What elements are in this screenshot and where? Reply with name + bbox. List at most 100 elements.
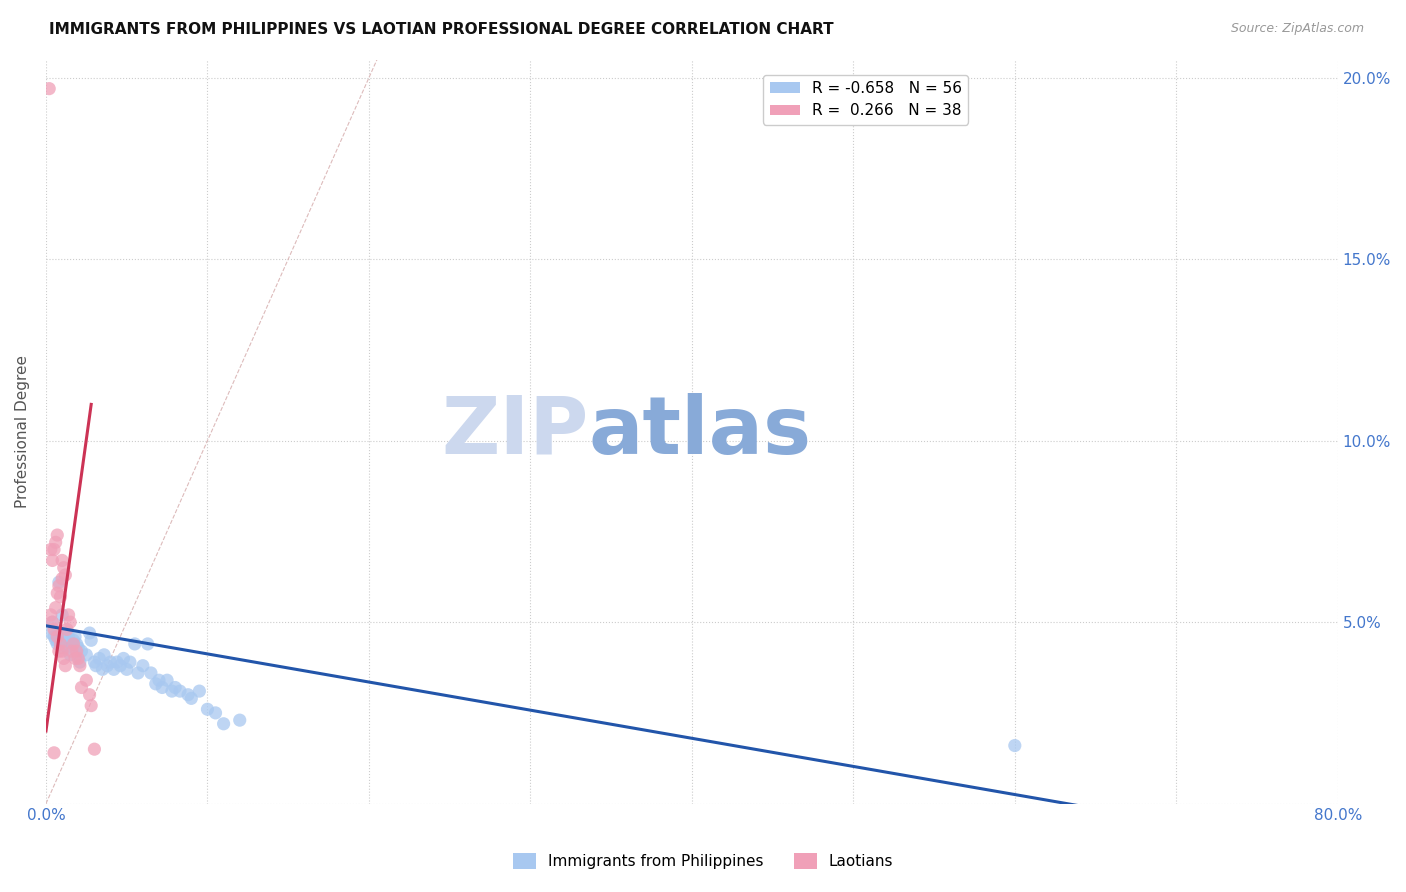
Point	[83, 742, 105, 756]
Point	[89, 651, 111, 665]
Point	[150, 681, 173, 695]
Point	[84, 658, 107, 673]
Point	[212, 716, 235, 731]
Point	[66, 637, 89, 651]
Point	[103, 662, 125, 676]
Point	[51, 640, 73, 655]
Point	[51, 553, 73, 567]
Point	[67, 640, 90, 655]
Point	[80, 633, 103, 648]
Legend: R = -0.658   N = 56, R =  0.266   N = 38: R = -0.658 N = 56, R = 0.266 N = 38	[763, 75, 969, 125]
Point	[165, 681, 187, 695]
Point	[42, 542, 65, 557]
Text: IMMIGRANTS FROM PHILIPPINES VS LAOTIAN PROFESSIONAL DEGREE CORRELATION CHART: IMMIGRANTS FROM PHILIPPINES VS LAOTIAN P…	[49, 22, 834, 37]
Point	[197, 702, 219, 716]
Point	[45, 600, 67, 615]
Point	[124, 637, 146, 651]
Point	[59, 648, 82, 662]
Point	[79, 626, 101, 640]
Point	[136, 637, 159, 651]
Point	[56, 640, 79, 655]
Point	[39, 542, 62, 557]
Point	[60, 637, 83, 651]
Point	[52, 560, 75, 574]
Point	[80, 698, 103, 713]
Point	[42, 630, 65, 644]
Point	[49, 637, 72, 651]
Point	[75, 648, 97, 662]
Point	[46, 528, 69, 542]
Point	[156, 673, 179, 688]
Point	[46, 586, 69, 600]
Point	[48, 575, 70, 590]
Text: ZIP: ZIP	[441, 392, 589, 471]
Point	[51, 572, 73, 586]
Point	[42, 746, 65, 760]
Point	[58, 607, 80, 622]
Point	[53, 633, 76, 648]
Point	[62, 633, 84, 648]
Point	[91, 662, 114, 676]
Point	[45, 535, 67, 549]
Point	[41, 553, 63, 567]
Point	[39, 626, 62, 640]
Point	[139, 665, 162, 680]
Point	[69, 658, 91, 673]
Point	[70, 644, 93, 658]
Legend: Immigrants from Philippines, Laotians: Immigrants from Philippines, Laotians	[506, 847, 900, 875]
Point	[96, 658, 118, 673]
Point	[51, 644, 73, 658]
Point	[63, 651, 86, 665]
Point	[115, 662, 138, 676]
Point	[45, 633, 67, 648]
Point	[204, 706, 226, 720]
Point	[59, 615, 82, 629]
Point	[49, 590, 72, 604]
Point	[53, 658, 76, 673]
Point	[148, 673, 170, 688]
Y-axis label: Professional Degree: Professional Degree	[15, 355, 30, 508]
Text: atlas: atlas	[589, 392, 811, 471]
Point	[41, 615, 63, 629]
Point	[70, 681, 93, 695]
Point	[63, 630, 86, 644]
Point	[83, 655, 105, 669]
Point	[105, 655, 128, 669]
Point	[67, 651, 90, 665]
Point	[118, 655, 141, 669]
Point	[42, 623, 65, 637]
Point	[62, 637, 84, 651]
Point	[46, 637, 69, 651]
Text: Source: ZipAtlas.com: Source: ZipAtlas.com	[1230, 22, 1364, 36]
Point	[69, 655, 91, 669]
Point	[46, 630, 69, 644]
Point	[52, 651, 75, 665]
Point	[110, 658, 132, 673]
Point	[100, 655, 122, 669]
Point	[48, 630, 70, 644]
Point	[112, 651, 135, 665]
Point	[79, 688, 101, 702]
Point	[145, 677, 167, 691]
Point	[66, 644, 89, 658]
Point	[229, 713, 252, 727]
Point	[93, 648, 115, 662]
Point	[39, 607, 62, 622]
Point	[53, 568, 76, 582]
Point	[48, 579, 70, 593]
Point	[48, 644, 70, 658]
Point	[160, 684, 183, 698]
Point	[169, 684, 191, 698]
Point	[180, 691, 202, 706]
Point	[38, 81, 60, 95]
Point	[188, 684, 211, 698]
Point	[60, 644, 83, 658]
Point	[1004, 739, 1026, 753]
Point	[132, 658, 155, 673]
Point	[177, 688, 200, 702]
Point	[75, 673, 97, 688]
Point	[52, 626, 75, 640]
Point	[56, 623, 79, 637]
Point	[58, 630, 80, 644]
Point	[41, 615, 63, 629]
